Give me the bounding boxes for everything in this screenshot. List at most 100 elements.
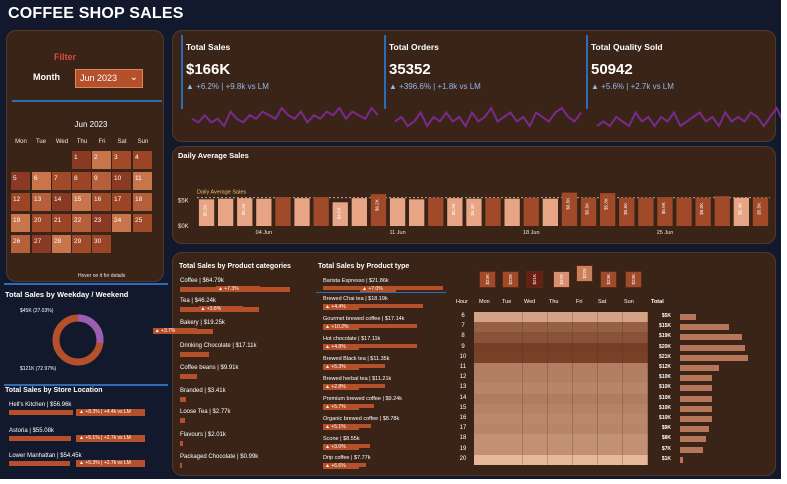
heatmap-cell[interactable] <box>548 352 573 363</box>
heatmap-cell[interactable] <box>573 312 598 323</box>
day-total-slicer[interactable]: $23K <box>625 271 642 288</box>
heatmap-cell[interactable] <box>573 363 598 374</box>
day-total-slicer[interactable]: $22K <box>502 271 519 288</box>
heatmap-cell[interactable] <box>498 424 523 435</box>
calendar-day[interactable]: 17 <box>112 193 131 211</box>
heatmap-cell[interactable] <box>623 454 648 465</box>
day-total-slicer[interactable]: $27K <box>553 271 570 288</box>
calendar-day[interactable]: 30 <box>92 235 111 253</box>
heatmap-cell[interactable] <box>623 424 648 435</box>
heatmap-cell[interactable] <box>623 352 648 363</box>
day-total-slicer[interactable]: $22K <box>576 265 593 282</box>
heatmap-cell[interactable] <box>498 342 523 353</box>
heatmap-cell[interactable] <box>523 312 548 323</box>
heatmap-cell[interactable] <box>598 444 623 455</box>
calendar-day[interactable]: 25 <box>133 214 152 232</box>
heatmap-cell[interactable] <box>474 383 499 394</box>
heatmap-cell[interactable] <box>498 444 523 455</box>
heatmap-cell[interactable] <box>474 322 499 333</box>
calendar-day[interactable]: 12 <box>11 193 30 211</box>
heatmap-cell[interactable] <box>623 414 648 425</box>
heatmap-cell[interactable] <box>523 454 548 465</box>
heatmap-cell[interactable] <box>598 393 623 404</box>
heatmap-cell[interactable] <box>548 373 573 384</box>
calendar-day[interactable]: 13 <box>32 193 51 211</box>
calendar-day[interactable]: 27 <box>32 235 51 253</box>
calendar-day[interactable]: 14 <box>52 193 71 211</box>
heatmap-cell[interactable] <box>474 454 499 465</box>
calendar-day[interactable]: 28 <box>52 235 71 253</box>
calendar-day[interactable]: 21 <box>52 214 71 232</box>
heatmap-cell[interactable] <box>523 414 548 425</box>
heatmap-cell[interactable] <box>623 383 648 394</box>
calendar-day[interactable]: 7 <box>52 172 71 190</box>
heatmap-cell[interactable] <box>598 383 623 394</box>
calendar-day[interactable]: 1 <box>72 151 91 169</box>
heatmap-cell[interactable] <box>548 414 573 425</box>
heatmap-cell[interactable] <box>498 332 523 343</box>
heatmap-cell[interactable] <box>548 332 573 343</box>
heatmap-cell[interactable] <box>598 322 623 333</box>
calendar-day[interactable]: 5 <box>11 172 30 190</box>
heatmap-cell[interactable] <box>598 332 623 343</box>
heatmap-cell[interactable] <box>523 332 548 343</box>
calendar-day[interactable]: 2 <box>92 151 111 169</box>
calendar-day[interactable]: 22 <box>72 214 91 232</box>
heatmap-cell[interactable] <box>598 363 623 374</box>
heatmap-cell[interactable] <box>548 342 573 353</box>
heatmap-cell[interactable] <box>548 434 573 445</box>
heatmap-cell[interactable] <box>623 342 648 353</box>
heatmap-cell[interactable] <box>474 434 499 445</box>
heatmap-cell[interactable] <box>474 393 499 404</box>
heatmap-cell[interactable] <box>573 393 598 404</box>
heatmap-cell[interactable] <box>498 322 523 333</box>
heatmap-cell[interactable] <box>623 403 648 414</box>
heatmap-cell[interactable] <box>623 393 648 404</box>
heatmap-cell[interactable] <box>523 403 548 414</box>
heatmap-cell[interactable] <box>474 363 499 374</box>
heatmap-cell[interactable] <box>548 383 573 394</box>
heatmap-cell[interactable] <box>598 403 623 414</box>
heatmap-cell[interactable] <box>573 352 598 363</box>
heatmap-cell[interactable] <box>498 373 523 384</box>
heatmap-cell[interactable] <box>598 434 623 445</box>
heatmap-cell[interactable] <box>573 403 598 414</box>
calendar-day[interactable]: 26 <box>11 235 30 253</box>
heatmap-cell[interactable] <box>548 312 573 323</box>
day-total-slicer[interactable]: $23K <box>600 271 617 288</box>
heatmap-cell[interactable] <box>573 444 598 455</box>
heatmap-cell[interactable] <box>573 342 598 353</box>
heatmap-cell[interactable] <box>573 332 598 343</box>
heatmap-cell[interactable] <box>523 393 548 404</box>
heatmap-cell[interactable] <box>498 383 523 394</box>
heatmap-cell[interactable] <box>523 352 548 363</box>
heatmap-cell[interactable] <box>623 332 648 343</box>
calendar-day[interactable]: 4 <box>133 151 152 169</box>
calendar-day[interactable]: 11 <box>133 172 152 190</box>
heatmap-cell[interactable] <box>623 312 648 323</box>
heatmap-cell[interactable] <box>498 414 523 425</box>
heatmap-cell[interactable] <box>474 352 499 363</box>
heatmap-cell[interactable] <box>523 322 548 333</box>
heatmap-cell[interactable] <box>623 434 648 445</box>
heatmap-cell[interactable] <box>573 383 598 394</box>
heatmap-cell[interactable] <box>623 373 648 384</box>
calendar-day[interactable]: 15 <box>72 193 91 211</box>
heatmap-cell[interactable] <box>523 373 548 384</box>
heatmap-cell[interactable] <box>598 414 623 425</box>
heatmap-cell[interactable] <box>623 444 648 455</box>
heatmap-cell[interactable] <box>498 454 523 465</box>
heatmap-cell[interactable] <box>573 424 598 435</box>
heatmap-cell[interactable] <box>548 403 573 414</box>
heatmap-cell[interactable] <box>474 424 499 435</box>
heatmap-cell[interactable] <box>548 322 573 333</box>
heatmap-cell[interactable] <box>474 342 499 353</box>
heatmap-cell[interactable] <box>523 342 548 353</box>
calendar-day[interactable]: 9 <box>92 172 111 190</box>
heatmap-cell[interactable] <box>598 373 623 384</box>
calendar-day[interactable]: 6 <box>32 172 51 190</box>
heatmap-cell[interactable] <box>474 312 499 323</box>
calendar-day[interactable]: 10 <box>112 172 131 190</box>
heatmap-cell[interactable] <box>598 312 623 323</box>
calendar-day[interactable]: 8 <box>72 172 91 190</box>
